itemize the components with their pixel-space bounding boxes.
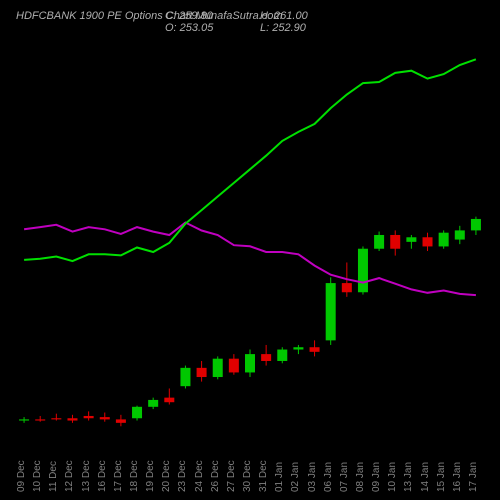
ohlc-open: O: 253.05 xyxy=(165,22,213,34)
candle-body xyxy=(132,407,142,418)
candle-body xyxy=(277,350,287,361)
candle-body xyxy=(326,283,336,340)
candle-body xyxy=(390,235,400,249)
candle-body xyxy=(35,419,45,420)
chart-svg xyxy=(16,40,484,440)
x-axis-label: 10 Jan xyxy=(387,462,398,492)
x-axis-label: 06 Jan xyxy=(323,462,334,492)
candle-body xyxy=(423,237,433,246)
candle-body xyxy=(358,249,368,293)
x-axis-labels: 09 Dec 10 Dec 11 Dec 12 Dec 13 Dec 16 Dec 17 D… xyxy=(0,445,500,500)
x-axis-label: 13 Jan xyxy=(403,462,414,492)
x-axis-label: 26 Dec xyxy=(210,460,221,492)
x-axis-label: 31 Dec xyxy=(258,460,269,492)
candle-body xyxy=(84,416,94,418)
x-axis-label: 24 Dec xyxy=(194,460,205,492)
x-axis-label: 16 Jan xyxy=(452,462,463,492)
indicator-line-1 xyxy=(24,59,476,261)
candle-body xyxy=(67,418,77,420)
candle-body xyxy=(100,417,110,419)
candle-body xyxy=(293,347,303,349)
candle-body xyxy=(261,354,271,361)
x-axis-label: 23 Dec xyxy=(177,460,188,492)
x-axis-label: 15 Jan xyxy=(436,462,447,492)
price-chart xyxy=(16,40,484,440)
candle-body xyxy=(148,400,158,407)
candle-body xyxy=(229,359,239,373)
x-axis-label: 09 Dec xyxy=(16,460,27,492)
ohlc-close: C: 259.80 xyxy=(165,10,213,22)
x-axis-label: 14 Jan xyxy=(420,462,431,492)
candle-body xyxy=(19,419,29,420)
candle-body xyxy=(439,233,449,247)
candle-body xyxy=(116,419,126,422)
indicator-line-2 xyxy=(24,223,476,296)
candle-body xyxy=(197,368,207,377)
candle-body xyxy=(164,398,174,403)
x-axis-label: 13 Dec xyxy=(81,460,92,492)
x-axis-label: 12 Dec xyxy=(64,460,75,492)
x-axis-label: 11 Dec xyxy=(48,461,59,492)
candle-body xyxy=(310,347,320,352)
chart-title: HDFCBANK 1900 PE Options Chart MunafaSut… xyxy=(16,10,283,22)
x-axis-label: 17 Jan xyxy=(468,462,479,492)
x-axis-label: 01 Jan xyxy=(274,462,285,492)
candle-body xyxy=(180,368,190,386)
ohlc-low: L: 252.90 xyxy=(260,22,306,34)
candle-body xyxy=(51,418,61,419)
x-axis-label: 10 Dec xyxy=(32,460,43,492)
candle-body xyxy=(342,283,352,292)
candle-body xyxy=(471,219,481,230)
candle-body xyxy=(455,230,465,239)
candle-body xyxy=(374,235,384,249)
x-axis-label: 20 Dec xyxy=(161,460,172,492)
x-axis-label: 16 Dec xyxy=(97,460,108,492)
x-axis-label: 27 Dec xyxy=(226,460,237,492)
x-axis-label: 02 Jan xyxy=(290,462,301,492)
x-axis-label: 08 Jan xyxy=(355,462,366,492)
x-axis-label: 30 Dec xyxy=(242,460,253,492)
ohlc-high: H: 261.00 xyxy=(260,10,308,22)
x-axis-label: 18 Dec xyxy=(129,460,140,492)
candle-body xyxy=(245,354,255,372)
candle-body xyxy=(213,359,223,377)
x-axis-label: 09 Jan xyxy=(371,462,382,492)
x-axis-label: 03 Jan xyxy=(307,462,318,492)
x-axis-label: 19 Dec xyxy=(145,460,156,492)
x-axis-label: 17 Dec xyxy=(113,460,124,492)
candle-body xyxy=(406,237,416,242)
x-axis-label: 07 Jan xyxy=(339,462,350,492)
